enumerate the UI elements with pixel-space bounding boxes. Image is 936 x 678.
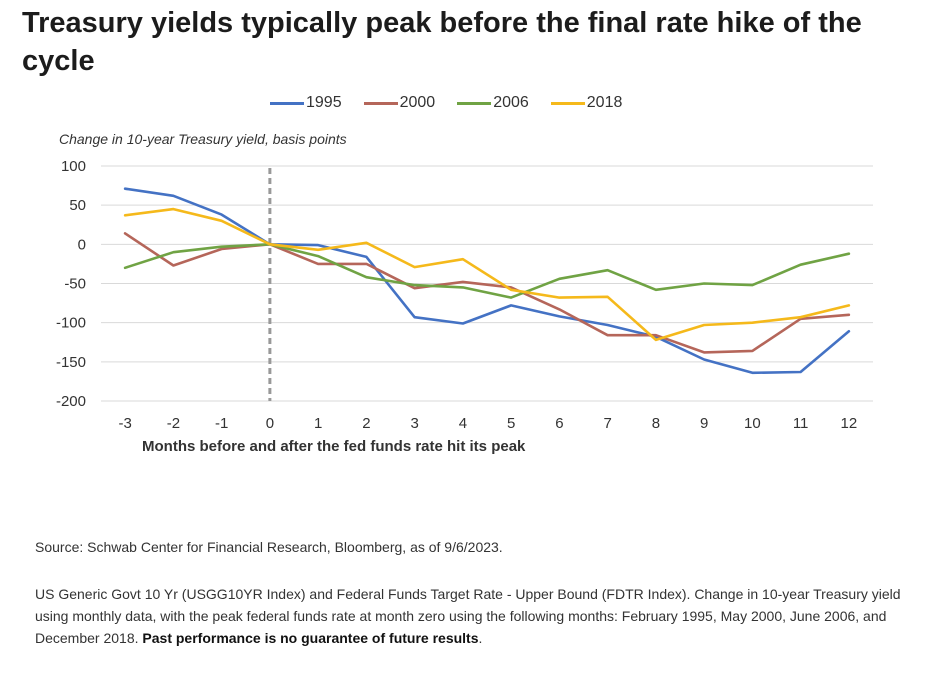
footnote: US Generic Govt 10 Yr (USGG10YR Index) a… xyxy=(35,583,910,649)
legend-swatch-2000 xyxy=(363,101,398,105)
x-tick-label: 8 xyxy=(652,415,660,432)
legend-label-1995: 1995 xyxy=(306,94,342,111)
legend-item-2000: 2000 xyxy=(363,94,436,112)
x-tick-label: -2 xyxy=(167,415,180,432)
x-tick-label: 1 xyxy=(314,415,322,432)
y-tick-label: -50 xyxy=(64,276,86,293)
y-tick-label: 100 xyxy=(61,158,86,175)
x-tick-label: 0 xyxy=(266,415,274,432)
series-line-2018 xyxy=(123,207,851,342)
y-tick-label: -150 xyxy=(56,354,86,371)
chart-title: Treasury yields typically peak before th… xyxy=(22,7,862,77)
legend-item-2006: 2006 xyxy=(457,94,529,112)
y-tick-label: -200 xyxy=(56,393,86,410)
x-tick-label: 7 xyxy=(603,415,611,432)
legend-item-1995: 1995 xyxy=(270,94,342,112)
x-tick-label: 2 xyxy=(362,415,370,432)
footnote-text: US Generic Govt 10 Yr (USGG10YR Index) a… xyxy=(35,586,901,646)
x-tick-label: 12 xyxy=(841,415,858,432)
x-tick-label: 5 xyxy=(507,415,515,432)
y-tick-label: 50 xyxy=(69,197,86,214)
x-tick-label: 6 xyxy=(555,415,563,432)
legend-item-2018: 2018 xyxy=(550,94,623,112)
series-line-1995 xyxy=(123,187,851,375)
y-tick-label: 0 xyxy=(78,236,86,253)
footnote-end: . xyxy=(478,630,483,646)
x-tick-label: 11 xyxy=(793,415,809,432)
x-tick-label: -3 xyxy=(118,415,131,432)
source-note: Source: Schwab Center for Financial Rese… xyxy=(35,539,503,555)
x-tick-label: 3 xyxy=(410,415,418,432)
legend-label-2000: 2000 xyxy=(399,94,436,111)
x-axis-title: Months before and after the fed funds ra… xyxy=(142,438,526,455)
x-tick-label: 4 xyxy=(459,415,467,432)
legend-label-2018: 2018 xyxy=(586,94,623,111)
legend-swatch-2018 xyxy=(550,101,585,105)
series-line-2006 xyxy=(123,243,851,299)
legend-label-2006: 2006 xyxy=(493,94,529,111)
legend-swatch-2006 xyxy=(457,101,492,105)
y-tick-label: -100 xyxy=(56,315,86,332)
x-tick-label: 9 xyxy=(700,415,708,432)
legend-swatch-1995 xyxy=(270,101,304,105)
footnote-disclaimer: Past performance is no guarantee of futu… xyxy=(142,630,479,646)
x-tick-label: 10 xyxy=(744,415,761,432)
y-axis-label: Change in 10-year Treasury yield, basis … xyxy=(59,131,347,147)
chart-legend: 1995 2000 2006 2018 xyxy=(270,93,644,113)
x-tick-label: -1 xyxy=(215,415,228,432)
